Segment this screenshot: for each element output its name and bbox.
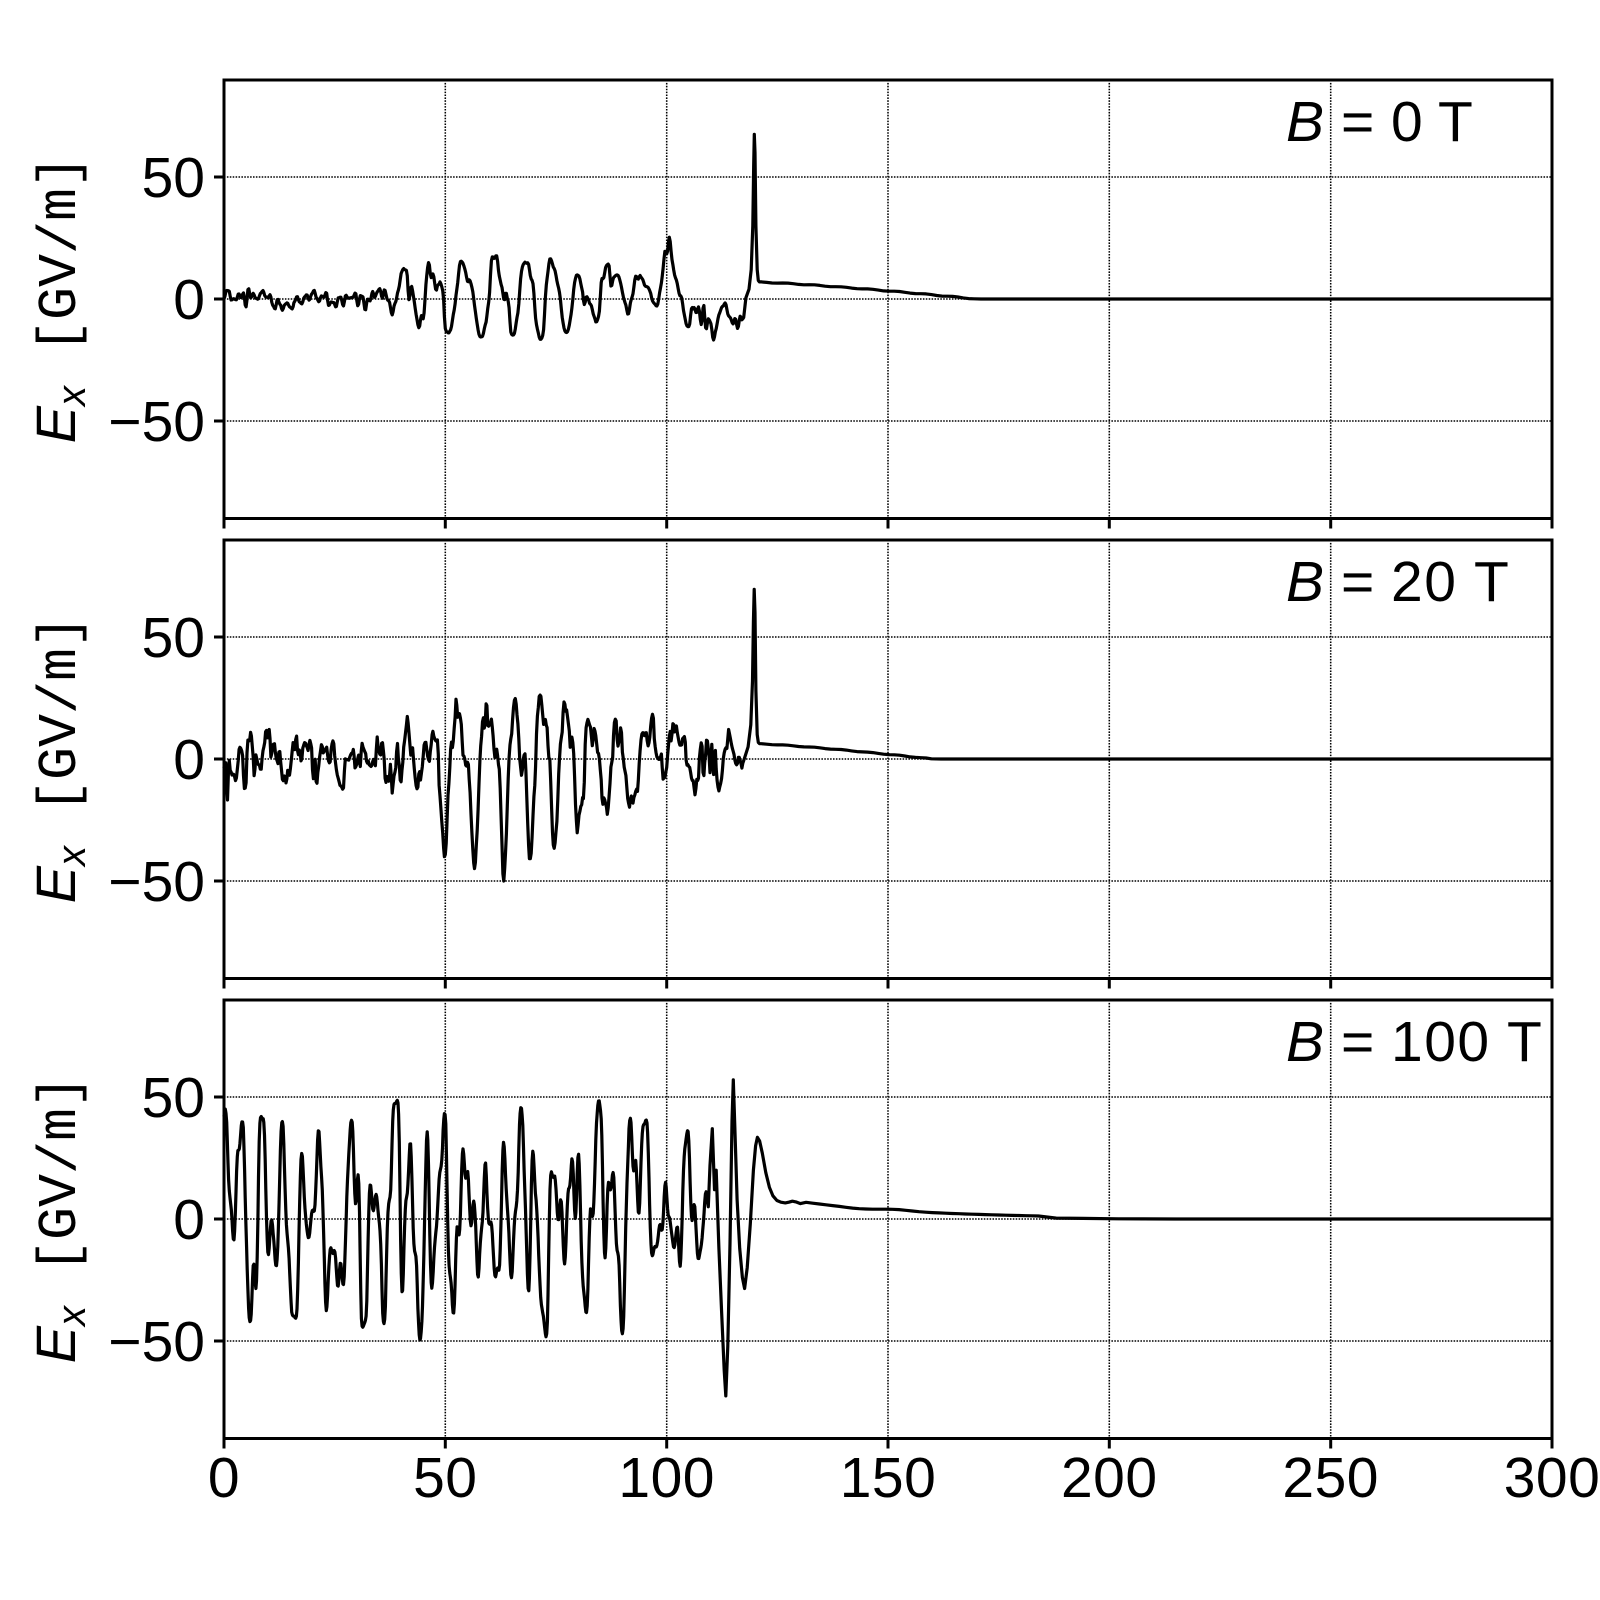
svg-text:0: 0 <box>1391 90 1424 154</box>
svg-text:20: 20 <box>1391 550 1457 614</box>
svg-text:0: 0 <box>173 728 205 792</box>
svg-text:T: T <box>1474 550 1509 614</box>
svg-text:0: 0 <box>173 1188 205 1252</box>
svg-text:0: 0 <box>173 268 205 332</box>
svg-text:B: B <box>1286 1010 1324 1074</box>
svg-text:100: 100 <box>618 1446 715 1510</box>
svg-text:−50: −50 <box>108 390 205 454</box>
svg-text:=: = <box>1341 550 1374 614</box>
svg-text:50: 50 <box>142 1066 205 1130</box>
svg-text:Ex [GV/m]: Ex [GV/m] <box>24 615 94 903</box>
svg-text:Ex [GV/m]: Ex [GV/m] <box>24 1075 94 1363</box>
svg-text:100: 100 <box>1391 1010 1491 1074</box>
svg-text:B: B <box>1286 90 1324 154</box>
svg-text:=: = <box>1341 90 1374 154</box>
svg-text:Ex [GV/m]: Ex [GV/m] <box>24 155 94 443</box>
svg-text:200: 200 <box>1061 1446 1158 1510</box>
svg-text:50: 50 <box>413 1446 477 1510</box>
svg-text:300: 300 <box>1504 1446 1600 1510</box>
svg-text:−50: −50 <box>108 1310 205 1374</box>
svg-text:0: 0 <box>208 1446 240 1510</box>
svg-text:150: 150 <box>840 1446 937 1510</box>
svg-text:B: B <box>1286 550 1324 614</box>
svg-text:T: T <box>1507 1010 1542 1074</box>
svg-text:250: 250 <box>1282 1446 1379 1510</box>
svg-text:50: 50 <box>142 606 205 670</box>
svg-text:50: 50 <box>142 146 205 210</box>
svg-text:−50: −50 <box>108 850 205 914</box>
svg-text:=: = <box>1341 1010 1374 1074</box>
svg-text:T: T <box>1438 90 1473 154</box>
